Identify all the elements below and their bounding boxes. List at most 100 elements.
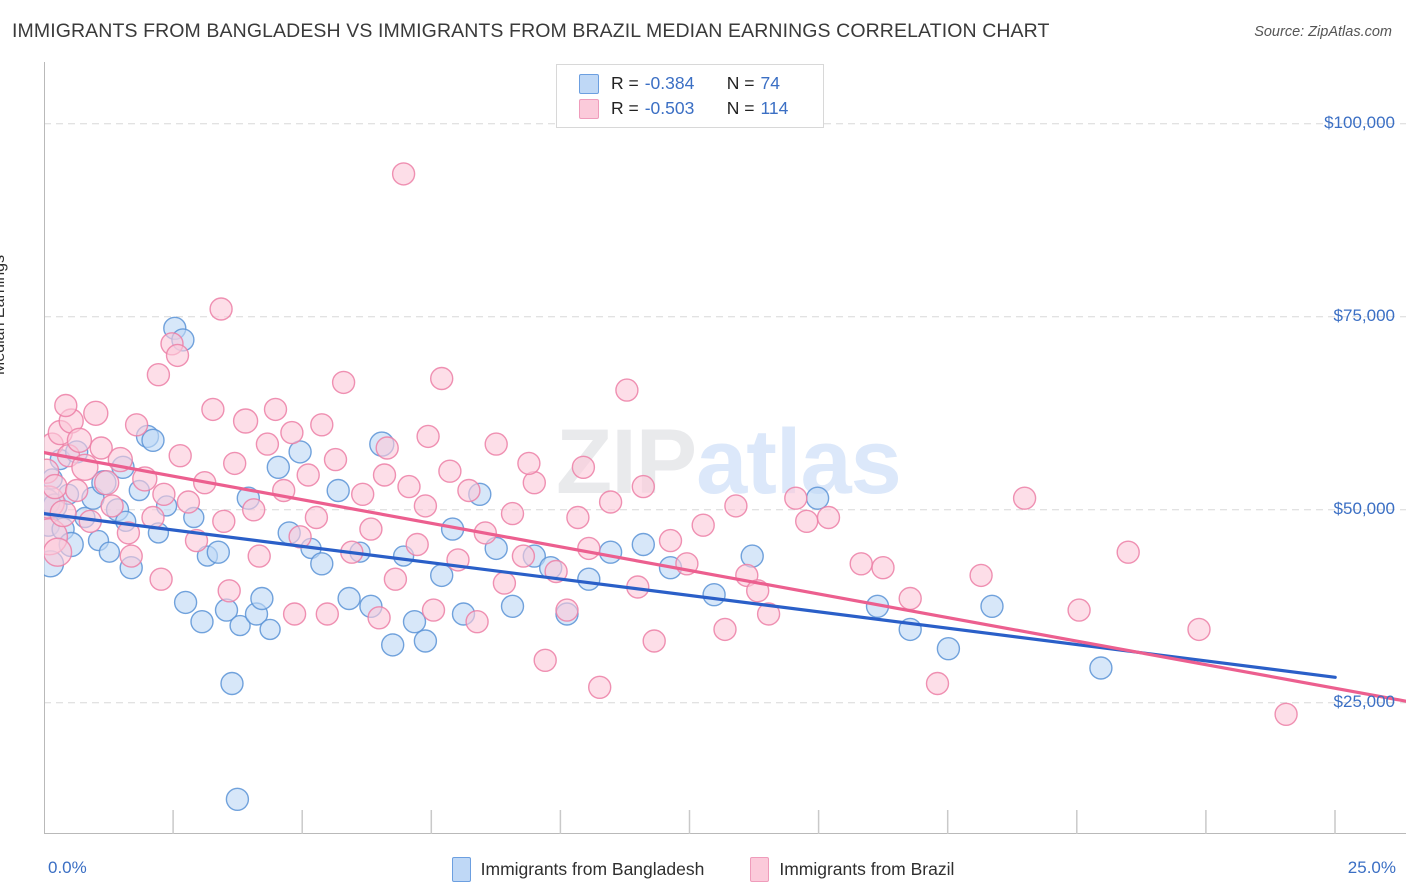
data-point <box>212 509 236 533</box>
data-point <box>1067 598 1091 622</box>
y-axis-tick-label: $25,000 <box>1333 691 1395 711</box>
data-point <box>296 463 320 487</box>
data-point <box>168 444 192 468</box>
data-point <box>391 162 416 186</box>
y-axis-tick-label: $50,000 <box>1333 498 1395 518</box>
data-point <box>209 297 233 321</box>
data-point <box>83 400 109 426</box>
data-point <box>165 343 190 368</box>
data-point <box>310 413 334 437</box>
data-point <box>784 486 808 510</box>
page-title: IMMIGRANTS FROM BANGLADESH VS IMMIGRANTS… <box>12 20 1050 42</box>
data-point <box>936 637 961 661</box>
data-point <box>337 586 361 611</box>
plot-svg <box>44 62 1406 834</box>
legend-swatch-bangladesh-bottom <box>451 857 471 882</box>
data-point <box>141 428 165 452</box>
data-point <box>740 544 764 568</box>
data-point <box>259 618 281 641</box>
legend-row-bangladesh: R = -0.384 N = 74 <box>579 71 823 96</box>
data-point <box>146 363 171 387</box>
data-point <box>1187 617 1211 642</box>
legend-item-bangladesh[interactable]: Immigrants from Bangladesh <box>451 857 705 882</box>
x-axis-min-label: 0.0% <box>48 858 87 877</box>
data-point <box>533 648 557 672</box>
data-point <box>326 478 350 503</box>
data-point <box>1116 540 1140 564</box>
data-point <box>65 478 89 503</box>
data-point <box>691 513 715 537</box>
data-point <box>642 629 666 653</box>
data-point <box>805 486 830 510</box>
scatter-plot-area <box>44 62 1406 834</box>
data-point <box>331 370 356 395</box>
data-point <box>351 482 375 506</box>
series-points-brazil <box>44 162 1298 726</box>
data-point <box>577 567 601 591</box>
data-point <box>405 532 429 557</box>
data-point <box>206 540 231 564</box>
data-point <box>220 671 244 696</box>
x-axis-max-label: 25.0% <box>1347 858 1396 877</box>
y-axis-title: Median Earnings <box>0 254 8 375</box>
legend-item-brazil[interactable]: Immigrants from Brazil <box>750 857 954 882</box>
data-point <box>421 598 446 622</box>
data-point <box>980 594 1004 618</box>
data-point <box>577 536 601 561</box>
data-point <box>173 590 198 615</box>
data-point <box>1274 702 1298 726</box>
data-point <box>225 787 250 811</box>
legend-label-bangladesh: Immigrants from Bangladesh <box>480 859 705 879</box>
data-point <box>588 675 612 699</box>
data-point <box>229 614 251 637</box>
data-point <box>94 470 120 496</box>
legend-r-value-brazil: -0.503 <box>644 98 695 118</box>
data-point <box>413 494 438 518</box>
trendline-brazil <box>44 451 1406 703</box>
data-point <box>517 451 541 476</box>
data-point <box>44 537 73 567</box>
data-point <box>402 610 427 634</box>
data-point <box>416 424 440 449</box>
data-point <box>54 393 78 418</box>
data-point <box>98 541 121 563</box>
data-point <box>756 602 781 626</box>
data-point <box>702 583 726 607</box>
data-point <box>263 397 288 422</box>
y-axis-tick-label: $100,000 <box>1324 112 1395 132</box>
data-point <box>484 432 508 456</box>
data-point <box>282 602 307 626</box>
legend-label-brazil: Immigrants from Brazil <box>779 859 955 879</box>
data-point <box>323 447 348 472</box>
data-point <box>201 397 225 422</box>
data-point <box>232 408 259 434</box>
data-point <box>44 473 68 500</box>
data-point <box>724 494 748 518</box>
data-point <box>372 463 397 487</box>
data-point <box>152 482 176 506</box>
data-point <box>89 436 113 460</box>
correlation-legend: R = -0.384 N = 74 R = -0.503 N = 114 <box>556 64 824 128</box>
data-point <box>457 478 481 503</box>
data-point <box>176 490 201 514</box>
data-point <box>871 556 895 580</box>
data-point <box>816 505 841 530</box>
data-point <box>375 436 399 460</box>
data-point <box>149 567 173 591</box>
data-point <box>598 490 623 514</box>
legend-r-value-bangladesh: -0.384 <box>644 73 695 93</box>
data-point <box>658 528 683 553</box>
series-points-bangladesh <box>44 316 1113 811</box>
data-point <box>367 606 391 630</box>
data-point <box>555 598 579 622</box>
legend-r-label-brazil: R = <box>611 98 639 118</box>
data-point <box>280 420 304 445</box>
data-point <box>430 366 454 391</box>
data-point <box>1089 656 1113 680</box>
data-point <box>500 501 525 526</box>
data-point <box>266 455 291 479</box>
data-point <box>66 427 93 453</box>
series-legend: Immigrants from Bangladesh Immigrants fr… <box>0 857 1406 882</box>
data-point <box>222 451 247 476</box>
legend-swatch-brazil <box>579 98 599 119</box>
